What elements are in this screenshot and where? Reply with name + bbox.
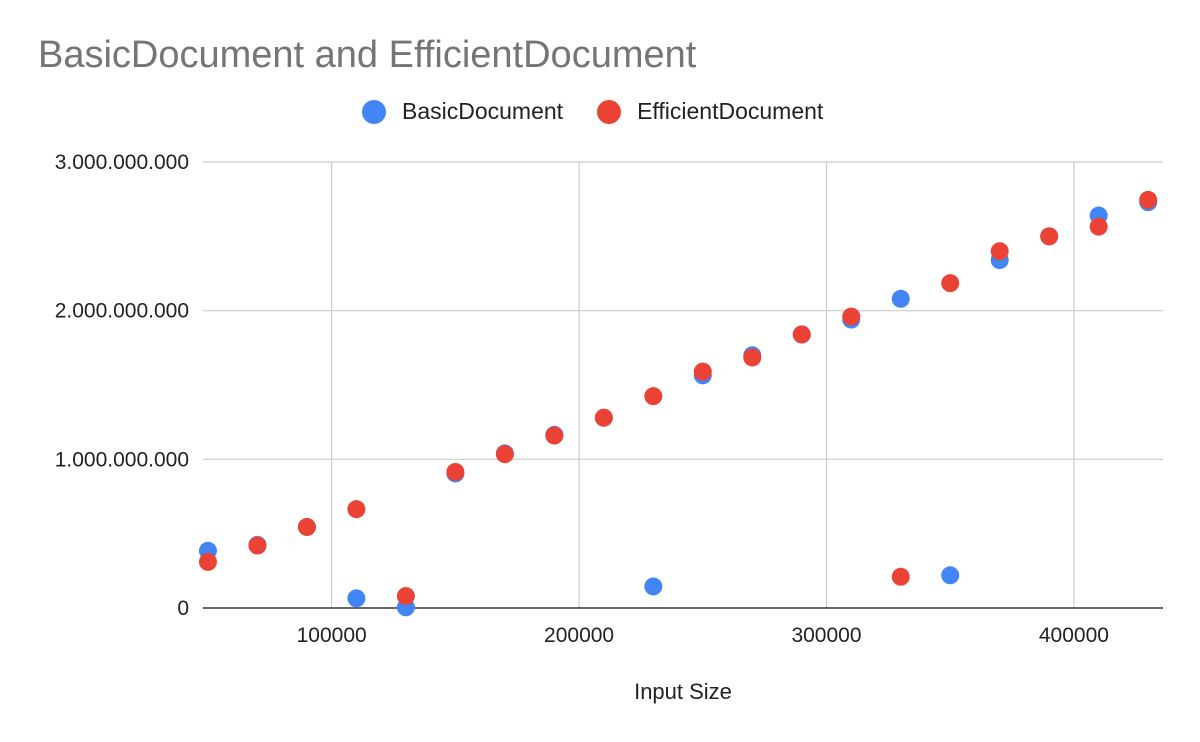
y-tick-label: 3.000.000.000 [55,151,189,174]
x-tick-label: 200000 [544,624,614,647]
legend-marker-efficientdocument [597,99,622,124]
data-point-efficientdocument [248,536,267,555]
data-point-efficientdocument [693,362,712,381]
data-point-efficientdocument [1139,190,1158,209]
data-point-efficientdocument [1089,217,1108,236]
chart-title: BasicDocument and EfficientDocument [38,34,697,76]
data-point-efficientdocument [396,587,415,606]
data-point-efficientdocument [842,307,861,326]
data-point-basicdocument [347,589,366,608]
x-axis-title: Input Size [634,679,732,704]
data-point-efficientdocument [891,567,910,586]
data-point-efficientdocument [644,387,663,406]
data-point-efficientdocument [347,500,366,519]
x-tick-label: 300000 [791,624,861,647]
legend-label-efficientdocument: EfficientDocument [637,98,824,124]
data-point-efficientdocument [990,242,1009,261]
data-point-efficientdocument [792,325,811,344]
data-point-efficientdocument [198,552,217,571]
data-point-efficientdocument [297,517,316,536]
data-point-efficientdocument [446,462,465,481]
legend-marker-basicdocument [362,99,386,124]
y-tick-label: 2.000.000.000 [55,300,189,323]
data-point-efficientdocument [1040,227,1059,246]
data-point-efficientdocument [545,426,564,445]
y-tick-label: 1.000.000.000 [55,448,189,471]
legend: BasicDocument EfficientDocument [362,98,857,125]
y-tick-label: 0 [177,597,189,620]
data-point-efficientdocument [743,348,762,367]
data-point-efficientdocument [941,274,960,293]
legend-item-efficientdocument: EfficientDocument [597,98,823,125]
legend-label-basicdocument: BasicDocument [402,98,564,124]
data-point-efficientdocument [594,408,613,427]
data-point-efficientdocument [495,445,514,464]
x-tick-label: 100000 [297,624,367,647]
data-point-basicdocument [941,566,960,585]
x-tick-label: 400000 [1039,624,1109,647]
legend-item-basicdocument: BasicDocument [362,98,563,125]
data-point-basicdocument [891,289,910,308]
data-point-basicdocument [644,577,663,596]
